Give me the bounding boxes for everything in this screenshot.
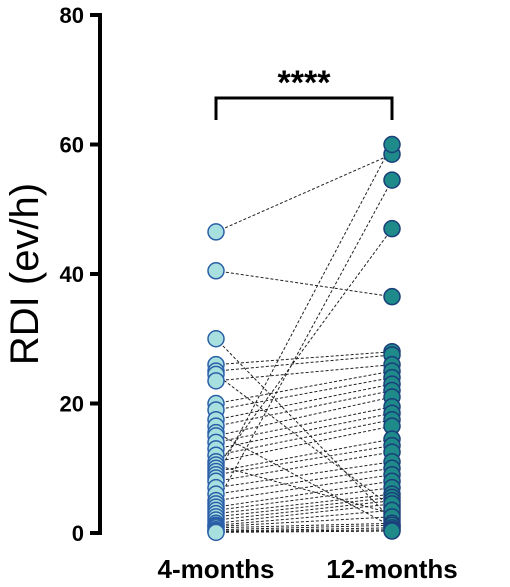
connector-line [215,373,393,508]
connector-line [215,496,393,518]
connector-line [215,500,393,521]
connector-line [215,527,393,532]
connector-line [215,493,393,515]
connector-line [215,503,393,524]
point-12-months [383,171,401,189]
y-axis-title: RDI (ev/h) [3,183,47,365]
connector-line [215,383,393,421]
y-tick-label: 80 [60,3,84,28]
significance-label: **** [278,64,332,102]
significance-bracket-line [214,96,394,120]
connector-line [215,364,393,382]
connector-line [215,461,393,489]
point-4-months [207,223,225,241]
connector-lines [215,144,393,533]
y-tick-label: 0 [72,521,84,546]
connector-line [215,270,393,298]
connector-line [215,338,393,521]
connector-line [215,487,393,511]
connector-line [215,464,393,515]
x-category-label: 4-months [158,554,275,584]
axis-labels: 4-months 12-months RDI (ev/h) [3,183,458,584]
connector-line [215,432,393,527]
y-tick-label: 60 [60,133,84,158]
connector-line [215,354,393,372]
point-12-months [383,219,401,238]
point-4-months [207,262,225,280]
connector-line [215,228,393,469]
point-4-months [207,372,225,390]
connector-line [215,529,393,533]
connector-line [215,396,393,437]
point-12-months [383,287,401,306]
point-12-months [383,135,401,154]
connector-line [215,351,393,366]
connector-line [215,522,393,529]
connector-line [215,153,393,233]
connector-line [215,530,393,533]
connector-line [215,179,393,505]
connector-line [215,524,393,531]
point-12-months [383,522,401,540]
x-category-label: 12-months [326,554,457,584]
y-tick-label: 20 [60,392,84,417]
point-4-months [207,523,225,542]
data-points [207,135,401,542]
y-axis: 0 20 40 60 80 [60,3,102,546]
connector-line [215,144,393,479]
y-tick-label: 40 [60,262,84,287]
connector-line [215,509,393,526]
connector-line [215,516,393,528]
significance-bracket: **** [214,64,394,120]
connector-line [215,390,393,427]
connector-line [215,370,393,404]
point-4-months [207,330,225,348]
